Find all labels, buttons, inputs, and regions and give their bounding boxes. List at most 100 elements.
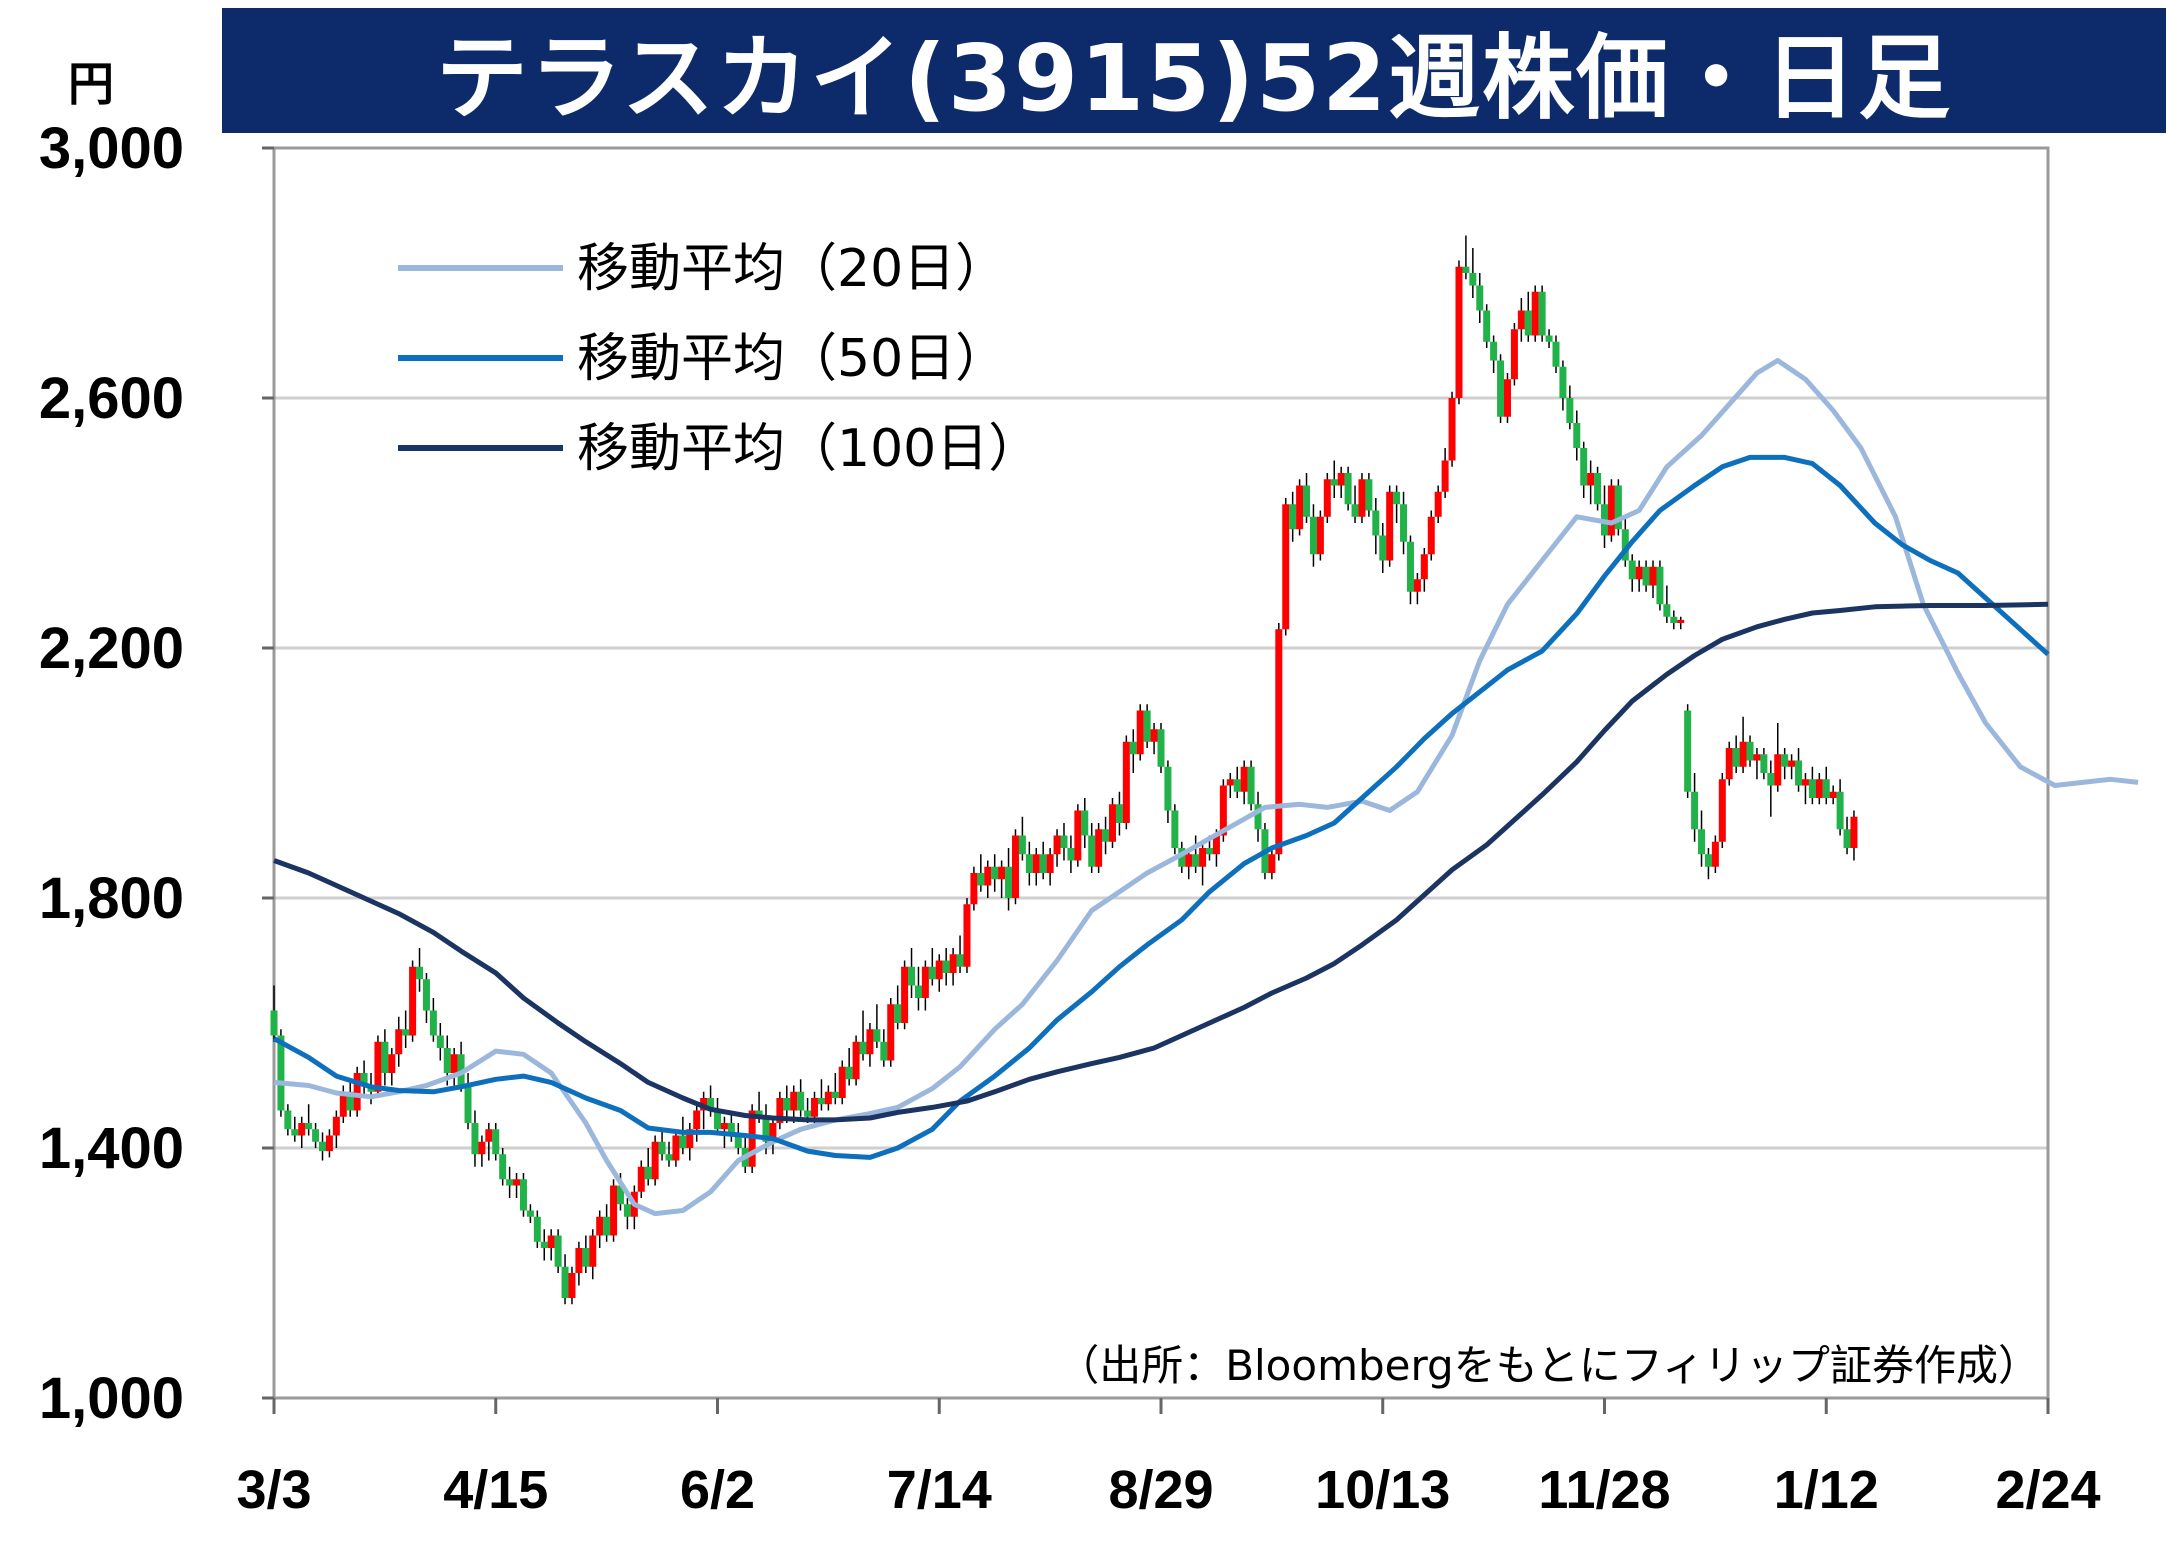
candle-body	[554, 1235, 562, 1267]
candle-body	[436, 1035, 444, 1048]
candle-body	[873, 1029, 881, 1042]
candle-body	[1788, 760, 1796, 767]
candle-body	[693, 1110, 701, 1130]
candle-body	[1393, 491, 1401, 505]
candle-body	[880, 1041, 888, 1061]
candle-body	[1129, 741, 1137, 755]
candle-body	[464, 1085, 472, 1123]
candle-body	[1510, 329, 1518, 380]
candle-body	[1365, 479, 1373, 511]
candle-body	[1524, 310, 1532, 336]
candle-body	[450, 1054, 458, 1073]
candle-body	[963, 904, 971, 967]
candle-body	[277, 1035, 285, 1111]
candle-body	[1545, 335, 1553, 342]
candle-body	[956, 954, 964, 967]
candle-body	[589, 1235, 597, 1267]
candle-body	[1795, 760, 1803, 786]
candle-body	[644, 1166, 652, 1180]
x-tick-label: 6/2	[680, 1460, 755, 1520]
candle-body	[1289, 504, 1297, 530]
candle-body	[998, 866, 1006, 880]
candle-body	[325, 1135, 333, 1152]
candle-body	[1053, 835, 1061, 855]
candle-body	[1337, 473, 1345, 486]
candle-body	[395, 1029, 403, 1055]
candle-body	[734, 1135, 742, 1148]
candle-body	[1067, 848, 1075, 861]
candle-body	[901, 966, 909, 1023]
candle-body	[1698, 829, 1706, 855]
candle-body	[727, 1123, 735, 1136]
candle-body	[339, 1091, 347, 1117]
candle-body	[582, 1248, 590, 1267]
candle-body	[1143, 710, 1151, 742]
y-tick-label: 1,800	[39, 866, 184, 931]
candle-body	[1829, 791, 1837, 798]
candle-body	[1018, 835, 1026, 855]
candle-body	[610, 1185, 618, 1236]
candle-body	[1420, 554, 1428, 580]
candle-body	[1303, 485, 1311, 517]
candle-body	[1711, 841, 1719, 867]
candle-body	[1434, 491, 1442, 517]
candle-body	[492, 1129, 500, 1155]
candle-body	[1379, 535, 1387, 561]
candle-body	[804, 1110, 812, 1117]
candle-body	[1171, 810, 1179, 848]
candle-body	[1178, 848, 1186, 867]
candle-body	[1684, 710, 1692, 792]
candle-body	[616, 1185, 624, 1205]
candle-body	[672, 1135, 680, 1161]
candle-body	[526, 1210, 534, 1217]
candle-body	[422, 979, 430, 1011]
candle-body	[1760, 754, 1768, 773]
candle-body	[1704, 854, 1712, 867]
candle-body	[1677, 619, 1685, 623]
candle-body	[977, 873, 985, 886]
y-tick-label: 1,000	[39, 1366, 184, 1431]
candle-body	[831, 1091, 839, 1098]
x-tick-label: 1/12	[1774, 1460, 1879, 1520]
candle-body	[353, 1073, 361, 1111]
candle-body	[866, 1029, 874, 1055]
candle-body	[312, 1129, 320, 1142]
candle-body	[1628, 560, 1636, 580]
y-axis-unit: 円	[68, 57, 114, 111]
candle-body	[443, 1048, 451, 1073]
candle-body	[1212, 835, 1220, 855]
candle-body	[651, 1141, 659, 1180]
candle-body	[1441, 460, 1449, 492]
candle-body	[305, 1123, 313, 1130]
candle-body	[1025, 854, 1033, 873]
candle-body	[402, 1029, 410, 1036]
candle-body	[1282, 504, 1290, 630]
candle-body	[513, 1179, 521, 1186]
candle-body	[1815, 779, 1823, 798]
candle-body	[1462, 266, 1470, 273]
candle-body	[1781, 754, 1789, 767]
candle-body	[783, 1098, 791, 1111]
candle-body	[1559, 366, 1567, 398]
ma-line-1	[272, 454, 2050, 1160]
candle-body	[319, 1141, 327, 1152]
x-tick-label: 4/15	[443, 1460, 548, 1520]
candle-body	[1185, 854, 1193, 867]
candle-body	[1614, 485, 1622, 530]
candle-body	[1254, 804, 1262, 830]
ma-line-0	[273, 358, 2139, 1217]
candle-body	[1372, 510, 1380, 536]
candle-body	[991, 866, 999, 880]
candle-body	[1406, 541, 1414, 592]
candle-body	[1316, 516, 1324, 555]
candle-body	[637, 1166, 645, 1192]
candle-body	[1801, 779, 1809, 786]
x-tick-label: 2/24	[1995, 1460, 2100, 1520]
candle-body	[1656, 566, 1664, 605]
legend-label: 移動平均（50日）	[577, 329, 1007, 389]
candle-body	[1219, 785, 1227, 836]
candle-body	[1344, 473, 1352, 505]
candle-body	[1503, 379, 1511, 417]
candle-body	[707, 1098, 715, 1111]
candle-body	[984, 866, 992, 886]
